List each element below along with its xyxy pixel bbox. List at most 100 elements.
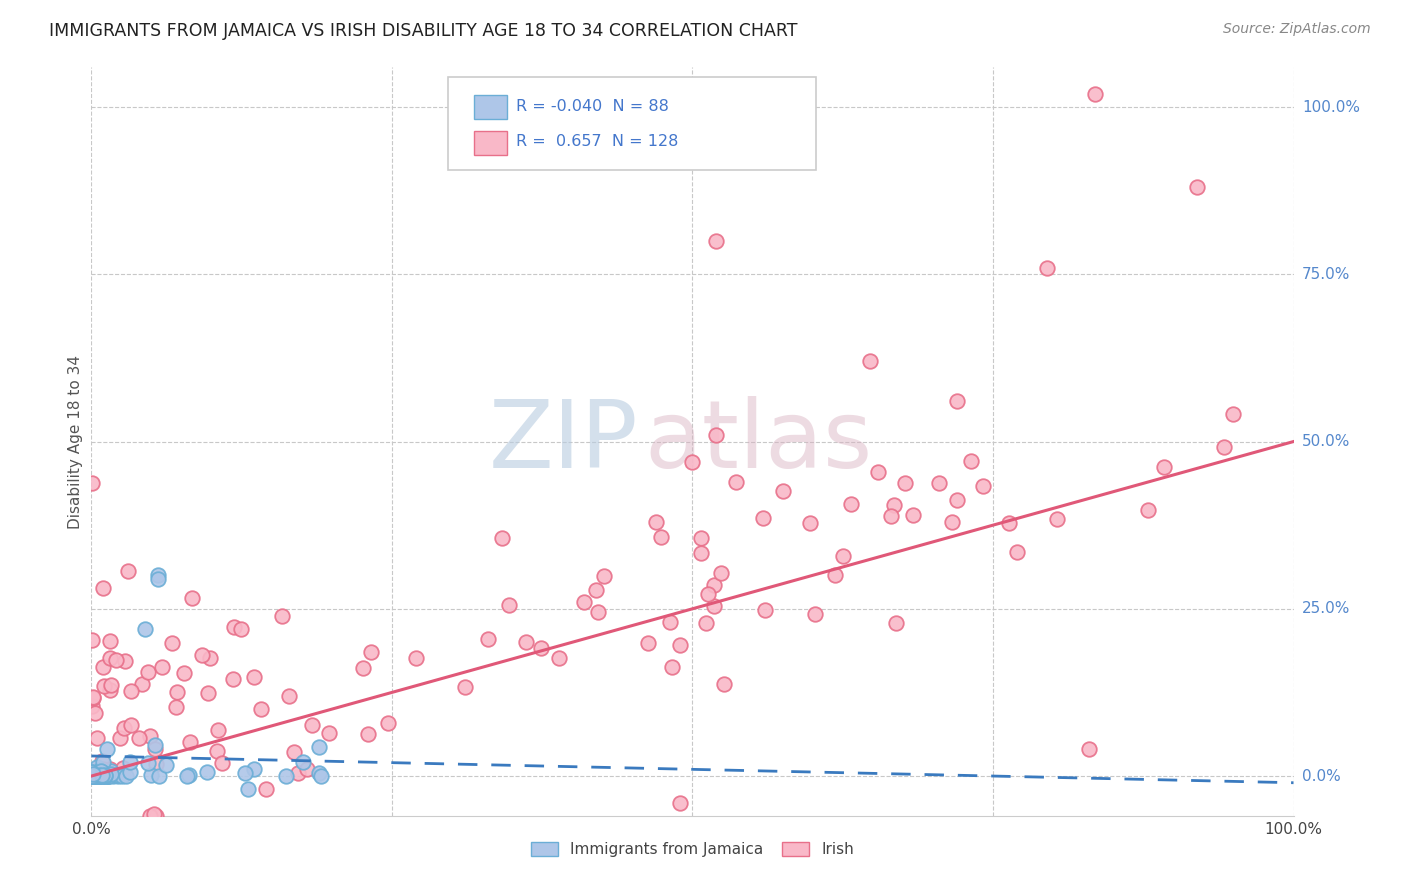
Point [173,666,195,681]
Point [710,566,733,580]
Point [1136,502,1159,516]
Point [243,762,266,776]
Text: Source: ZipAtlas.com: Source: ZipAtlas.com [1223,22,1371,37]
FancyBboxPatch shape [474,130,508,154]
Point [97,768,120,782]
Point [572,595,595,609]
Point [405,651,427,665]
Point [83,769,105,783]
Point [83,769,105,783]
Point [89,769,111,783]
Point [941,515,963,529]
Point [82,768,104,782]
Point [93,766,115,780]
Point [93,679,115,693]
Point [98,769,121,783]
Point [454,680,477,694]
Point [143,738,166,752]
Point [128,731,150,746]
Point [946,394,969,409]
Point [243,669,266,683]
Point [689,531,711,545]
Point [292,755,315,769]
Point [352,661,374,675]
Point [681,455,703,469]
Point [84,768,107,782]
Point [713,677,735,691]
Point [360,645,382,659]
Y-axis label: Disability Age 18 to 34: Disability Age 18 to 34 [67,354,83,529]
Point [80,698,103,713]
Point [87,769,110,783]
Point [90,762,112,776]
Point [180,591,202,606]
Point [141,768,163,782]
Point [91,769,114,783]
Point [879,508,901,523]
Point [145,756,167,771]
Point [93,769,115,783]
Text: IMMIGRANTS FROM JAMAICA VS IRISH DISABILITY AGE 18 TO 34 CORRELATION CHART: IMMIGRANTS FROM JAMAICA VS IRISH DISABIL… [49,22,797,40]
Point [588,605,610,619]
Point [960,454,983,468]
Point [224,620,246,634]
Point [112,721,135,735]
Point [100,764,122,778]
Point [357,727,380,741]
Point [93,755,115,769]
Point [650,530,672,544]
Text: ZIP: ZIP [489,395,638,488]
Point [139,809,162,823]
Point [89,764,111,778]
Text: atlas: atlas [644,395,873,488]
Point [96,741,118,756]
Point [82,691,104,706]
Point [859,354,882,368]
Point [165,700,187,714]
Text: 100.0%: 100.0% [1302,100,1360,114]
Point [91,762,114,776]
Point [177,768,200,782]
Point [295,762,318,776]
Point [131,677,153,691]
Point [120,683,142,698]
Point [103,769,125,783]
Point [276,769,298,783]
Point [211,756,233,770]
Point [136,756,159,770]
Point [254,781,277,796]
Point [1078,742,1101,756]
Point [139,729,162,743]
Point [86,768,108,782]
Point [80,768,103,782]
Point [706,234,728,248]
Point [93,769,115,783]
Point [110,731,132,746]
Point [491,531,513,545]
Point [80,769,103,783]
Point [198,651,221,665]
Point [80,765,103,780]
Point [134,622,156,636]
Point [145,809,167,823]
Point [150,659,173,673]
Point [120,764,142,779]
Point [93,765,115,780]
Point [176,769,198,783]
Point [98,768,121,782]
Point [928,475,950,490]
Point [377,716,399,731]
Point [1187,180,1209,194]
Point [645,515,668,529]
Point [799,516,821,530]
Point [1046,512,1069,526]
Point [142,806,165,821]
Point [97,769,120,783]
Point [104,653,127,667]
Point [661,660,683,674]
Point [831,549,853,564]
Point [84,706,107,720]
Point [946,492,969,507]
Text: 25.0%: 25.0% [1302,601,1350,616]
Point [593,569,616,583]
